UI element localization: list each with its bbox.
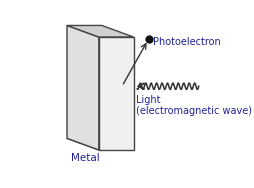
Polygon shape xyxy=(67,25,133,37)
Text: Metal: Metal xyxy=(71,153,100,163)
Polygon shape xyxy=(67,25,99,150)
Point xyxy=(146,38,150,41)
Text: Light: Light xyxy=(135,95,160,105)
Polygon shape xyxy=(99,37,133,150)
Text: (electromagnetic wave): (electromagnetic wave) xyxy=(135,106,251,116)
Text: Photoelectron: Photoelectron xyxy=(152,37,220,47)
Polygon shape xyxy=(67,138,133,150)
